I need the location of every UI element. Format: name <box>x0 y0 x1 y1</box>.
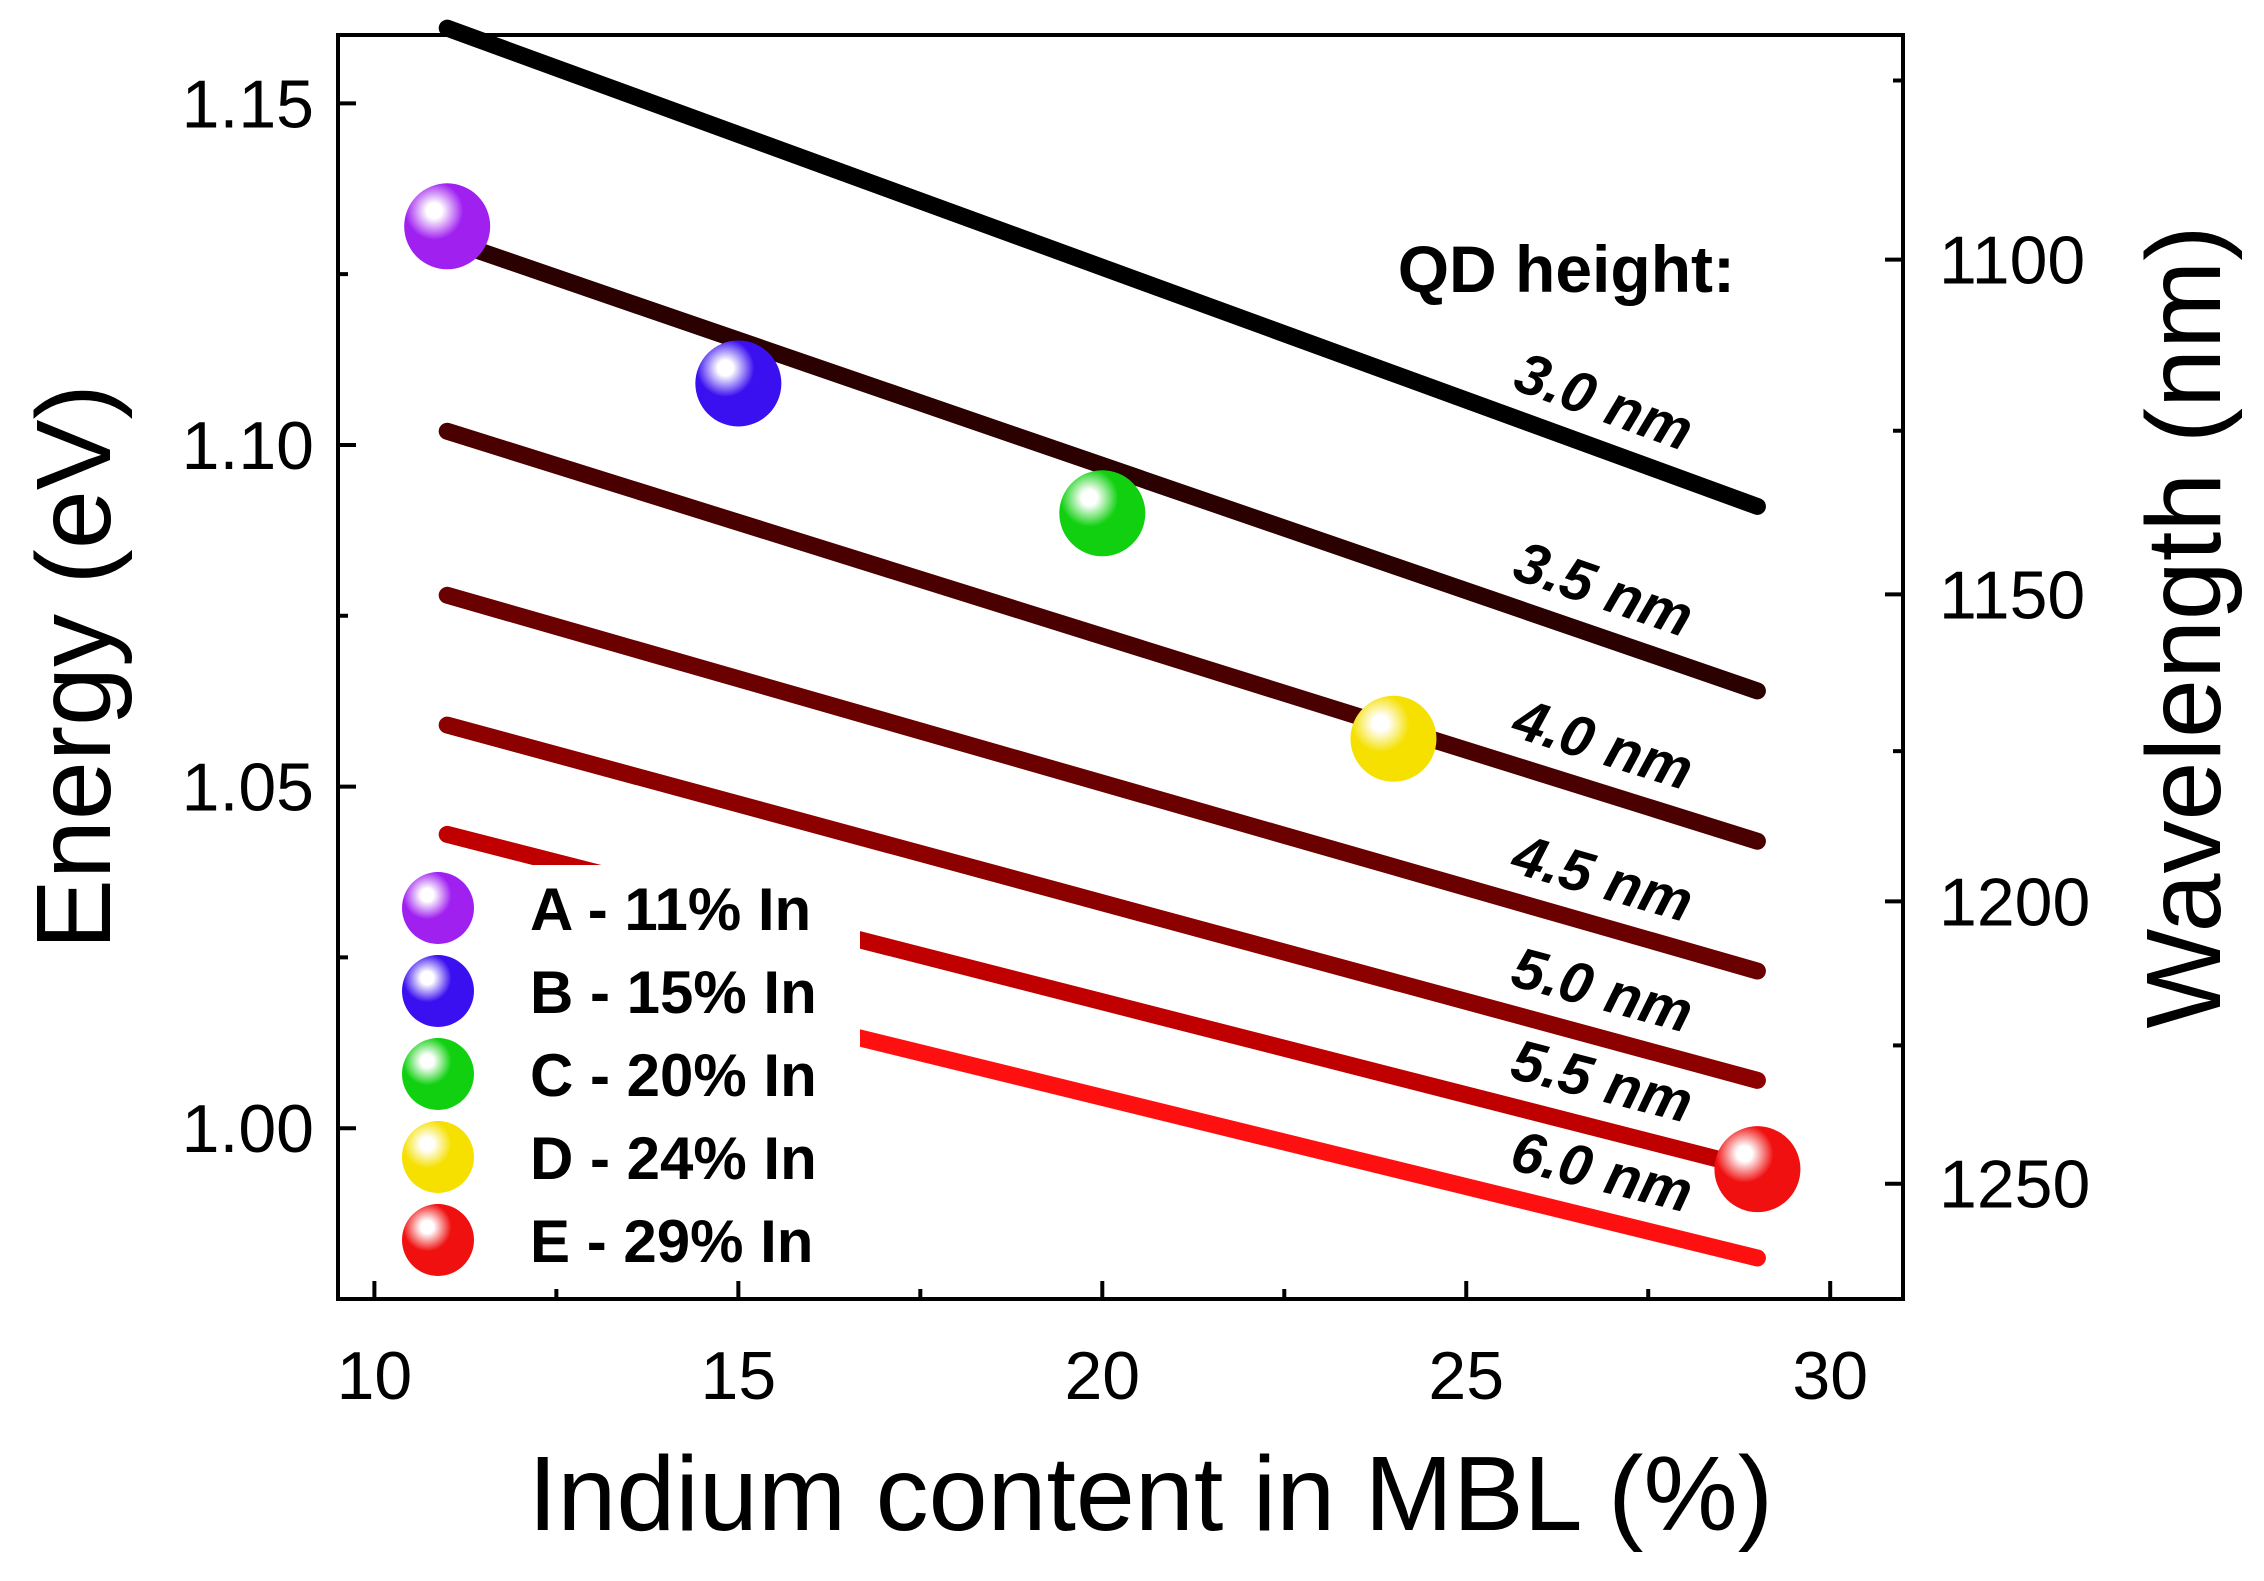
y-tick-label: 1.10 <box>182 408 314 484</box>
x-tick-label: 30 <box>1792 1338 1868 1414</box>
legend-label: D - 24% In <box>530 1125 817 1192</box>
qd-height-annotation: QD height: <box>1398 232 1735 306</box>
sample-marker-b <box>695 340 782 427</box>
sample-marker-a <box>404 183 491 270</box>
legend-marker-0 <box>402 872 474 944</box>
y2-tick-label: 1250 <box>1939 1147 2090 1223</box>
x-tick-label: 15 <box>701 1338 777 1414</box>
series-line-5-0-nm <box>438 716 1766 1089</box>
series-line-4-5-nm <box>438 586 1766 980</box>
legend-marker-4 <box>402 1204 474 1276</box>
sample-marker-layer <box>404 183 1801 1213</box>
legend-label: E - 29% In <box>530 1208 813 1275</box>
series-line-4-0-nm <box>438 422 1766 850</box>
series-line-3-5-nm <box>438 231 1766 700</box>
legend: A - 11% In B - 15% In C - 20% In D - 24% In… <box>380 865 860 1295</box>
series-line-3-0-nm <box>438 19 1766 515</box>
x-axis-title: Indium content in MBL (%) <box>528 1435 1773 1553</box>
axis-layer: 10 15 20 25 30 1.00 1.05 1.10 1.15 1100 1150 1200 12… <box>182 66 2091 1414</box>
y-tick-label: 1.00 <box>182 1091 314 1167</box>
y2-tick-label: 1200 <box>1939 864 2090 940</box>
legend-label: B - 15% In <box>530 959 817 1026</box>
y2-tick-label: 1150 <box>1939 557 2085 633</box>
legend-label: C - 20% In <box>530 1042 817 1109</box>
plot-frame <box>336 33 1905 1301</box>
x-tick-label: 10 <box>337 1338 413 1414</box>
legend-marker-2 <box>402 1038 474 1110</box>
sample-marker-d <box>1350 695 1437 782</box>
y-tick-label: 1.05 <box>182 750 314 826</box>
y-tick-label: 1.15 <box>182 66 314 142</box>
y-axis-title: Energy (eV) <box>15 384 133 950</box>
sample-marker-c <box>1059 470 1146 557</box>
x-tick-label: 20 <box>1064 1338 1140 1414</box>
legend-label: A - 11% In <box>530 876 811 943</box>
x-tick-label: 25 <box>1428 1338 1504 1414</box>
y2-axis-title: Wavelength (nm) <box>2125 225 2243 1028</box>
legend-marker-3 <box>402 1121 474 1193</box>
legend-marker-1 <box>402 955 474 1027</box>
y2-tick-label: 1100 <box>1939 223 2085 299</box>
sample-marker-e <box>1714 1126 1801 1213</box>
